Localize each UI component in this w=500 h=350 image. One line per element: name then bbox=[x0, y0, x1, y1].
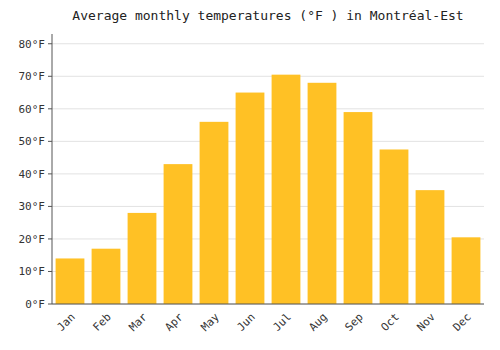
y-tick-label: 40°F bbox=[19, 168, 46, 181]
grid-line bbox=[52, 76, 484, 77]
y-tick-label: 30°F bbox=[19, 200, 46, 213]
y-tick-label: 10°F bbox=[19, 265, 46, 278]
y-tick bbox=[48, 76, 52, 77]
x-tick-label: Nov bbox=[415, 310, 439, 334]
x-tick-label: Apr bbox=[163, 310, 187, 334]
x-tick-label: Feb bbox=[91, 311, 114, 334]
x-axis-line bbox=[52, 304, 484, 305]
y-tick-label: 20°F bbox=[19, 233, 46, 246]
grid-line bbox=[52, 141, 484, 142]
y-tick-label: 0°F bbox=[25, 298, 45, 311]
y-axis: 0°F 10°F 20°F 30°F 40°F 50°F 60°F 70°F 80°F bbox=[19, 38, 53, 311]
y-tick bbox=[48, 108, 52, 109]
bar bbox=[416, 190, 445, 304]
title: Average monthly temperatures (°F ) in Mo… bbox=[72, 8, 463, 23]
bar bbox=[380, 149, 409, 304]
bars bbox=[56, 75, 481, 304]
bar bbox=[308, 83, 337, 304]
bar bbox=[272, 75, 301, 304]
grid-line bbox=[52, 304, 484, 305]
y-tick bbox=[48, 304, 52, 305]
y-tick-label: 70°F bbox=[19, 70, 46, 83]
grid-line bbox=[52, 43, 484, 44]
bar bbox=[128, 213, 157, 304]
chart-container: Average monthly temperatures (°F ) in Mo… bbox=[0, 0, 500, 350]
grid bbox=[52, 44, 484, 304]
chart-svg: Average monthly temperatures (°F ) in Mo… bbox=[0, 0, 500, 350]
bar bbox=[56, 258, 85, 304]
bar bbox=[200, 122, 229, 304]
bar bbox=[452, 237, 481, 304]
grid-line bbox=[52, 173, 484, 174]
bar bbox=[164, 164, 193, 304]
bar bbox=[92, 249, 121, 304]
x-tick-label: Aug bbox=[307, 311, 330, 334]
y-tick-label: 60°F bbox=[19, 103, 46, 116]
y-tick bbox=[48, 141, 52, 142]
y-tick-label: 50°F bbox=[19, 135, 46, 148]
x-tick-label: Jun bbox=[235, 311, 258, 334]
y-tick bbox=[48, 271, 52, 272]
y-axis-line bbox=[52, 34, 53, 304]
x-tick-label: Jul bbox=[271, 311, 294, 334]
x-axis: Jan Feb Mar Apr May Jun Jul Aug Sep Oct Nov Dec bbox=[55, 310, 474, 334]
x-tick-label: May bbox=[199, 310, 223, 334]
x-tick-label: Mar bbox=[127, 310, 151, 334]
y-tick-label: 80°F bbox=[19, 38, 46, 51]
y-tick bbox=[48, 173, 52, 174]
y-tick bbox=[48, 238, 52, 239]
x-tick-label: Sep bbox=[343, 311, 366, 334]
grid-line bbox=[52, 108, 484, 109]
x-tick-label: Dec bbox=[451, 311, 474, 334]
bar bbox=[236, 93, 265, 304]
y-tick bbox=[48, 206, 52, 207]
y-tick bbox=[48, 43, 52, 44]
x-tick-label: Oct bbox=[379, 311, 402, 334]
bar bbox=[344, 112, 373, 304]
x-tick-label: Jan bbox=[55, 311, 78, 334]
